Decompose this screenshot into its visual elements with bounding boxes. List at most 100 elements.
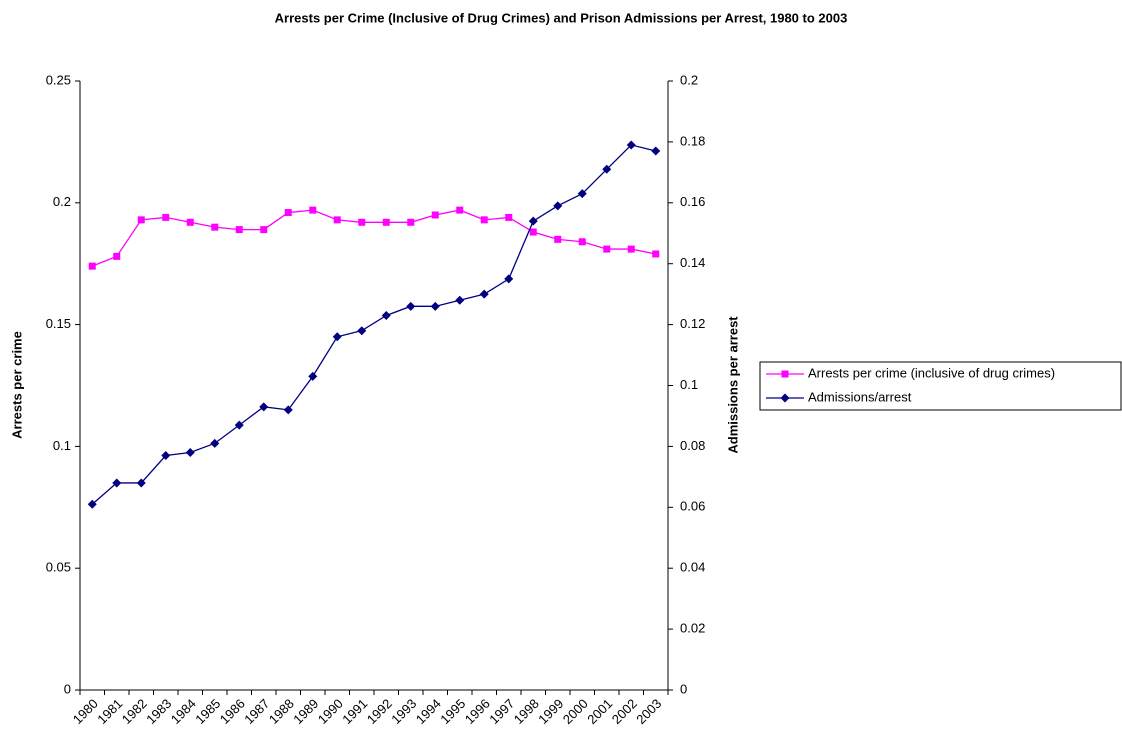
data-point (505, 213, 513, 221)
data-point (528, 216, 538, 226)
data-point (234, 420, 244, 430)
x-tick-label: 1990 (315, 696, 346, 727)
y2-tick-label: 0.12 (680, 316, 705, 331)
data-point (235, 226, 243, 234)
data-point (259, 402, 269, 412)
y2-tick-label: 0.02 (680, 621, 705, 636)
x-tick-label: 1991 (339, 696, 370, 727)
data-point (578, 238, 586, 246)
data-point (358, 218, 366, 226)
data-point (430, 301, 440, 311)
x-tick-label: 1980 (70, 696, 101, 727)
data-point (603, 245, 611, 253)
data-point (627, 245, 635, 253)
x-tick-label: 1994 (413, 696, 444, 727)
y2-tick-label: 0.08 (680, 438, 705, 453)
x-tick-label: 1985 (192, 696, 223, 727)
data-point (137, 216, 145, 224)
legend (759, 361, 1122, 411)
data-point (431, 211, 439, 219)
y2-tick-label: 0.2 (680, 72, 698, 87)
x-tick-label: 2001 (584, 696, 615, 727)
data-point (309, 206, 317, 214)
data-point (651, 146, 661, 156)
data-point (479, 289, 489, 299)
data-point (455, 295, 465, 305)
data-point (308, 371, 318, 381)
data-point (456, 206, 464, 214)
y-tick-label: 0.25 (46, 72, 71, 87)
data-point (602, 164, 612, 174)
y-tick-label: 0 (64, 681, 71, 696)
y-tick-label: 0.2 (53, 194, 71, 209)
data-point (577, 189, 587, 199)
y-tick-label: 0.15 (46, 316, 71, 331)
data-point (162, 213, 170, 221)
data-point (283, 405, 293, 415)
data-point (186, 218, 194, 226)
data-point (112, 478, 122, 488)
series-line (91, 144, 656, 505)
y-axis-label: Arrests per crime (9, 331, 24, 439)
data-point (161, 451, 171, 461)
data-point (210, 438, 220, 448)
x-tick-label: 1996 (462, 696, 493, 727)
x-tick-label: 1983 (143, 696, 174, 727)
x-tick-label: 1982 (119, 696, 150, 727)
y2-tick-label: 0.18 (680, 133, 705, 148)
x-tick-label: 2000 (560, 696, 591, 727)
x-tick-label: 1999 (535, 696, 566, 727)
data-point (333, 216, 341, 224)
x-tick-label: 1986 (217, 696, 248, 727)
x-tick-label: 1984 (168, 696, 199, 727)
y-tick-label: 0.05 (46, 560, 71, 575)
data-point (529, 228, 537, 236)
y2-tick-label: 0.14 (680, 255, 705, 270)
data-point (136, 478, 146, 488)
x-tick-label: 1981 (94, 696, 125, 727)
x-tick-label: 1987 (241, 696, 272, 727)
legend-marker (780, 393, 790, 403)
y-tick-label: 0.1 (53, 438, 71, 453)
data-point (480, 216, 488, 224)
x-tick-label: 1995 (437, 696, 468, 727)
data-point (626, 140, 636, 150)
x-tick-label: 1989 (290, 696, 321, 727)
legend-label: Admissions/arrest (808, 389, 912, 404)
y2-tick-label: 0.1 (680, 377, 698, 392)
x-tick-label: 2003 (633, 696, 664, 727)
data-point (185, 447, 195, 457)
data-point (113, 252, 121, 260)
legend-marker (781, 370, 789, 378)
x-tick-label: 1997 (486, 696, 517, 727)
x-tick-label: 1988 (266, 696, 297, 727)
data-point (284, 209, 292, 217)
y2-tick-label: 0 (680, 681, 687, 696)
series-line (92, 209, 656, 267)
x-tick-label: 1993 (388, 696, 419, 727)
y2-tick-label: 0.16 (680, 194, 705, 209)
data-point (332, 332, 342, 342)
data-point (382, 218, 390, 226)
data-point (381, 310, 391, 320)
chart-title: Arrests per Crime (Inclusive of Drug Cri… (275, 10, 848, 25)
data-point (504, 274, 514, 284)
data-point (211, 223, 219, 231)
x-tick-label: 1998 (511, 696, 542, 727)
y2-tick-label: 0.06 (680, 499, 705, 514)
data-point (553, 201, 563, 211)
data-point (357, 326, 367, 336)
legend-label: Arrests per crime (inclusive of drug cri… (808, 365, 1055, 380)
x-tick-label: 1992 (364, 696, 395, 727)
y2-tick-label: 0.04 (680, 560, 705, 575)
data-point (652, 250, 660, 258)
data-point (407, 218, 415, 226)
data-point (406, 301, 416, 311)
data-point (88, 262, 96, 270)
x-tick-label: 2002 (609, 696, 640, 727)
data-point (87, 499, 97, 509)
data-point (554, 235, 562, 243)
data-point (260, 226, 268, 234)
